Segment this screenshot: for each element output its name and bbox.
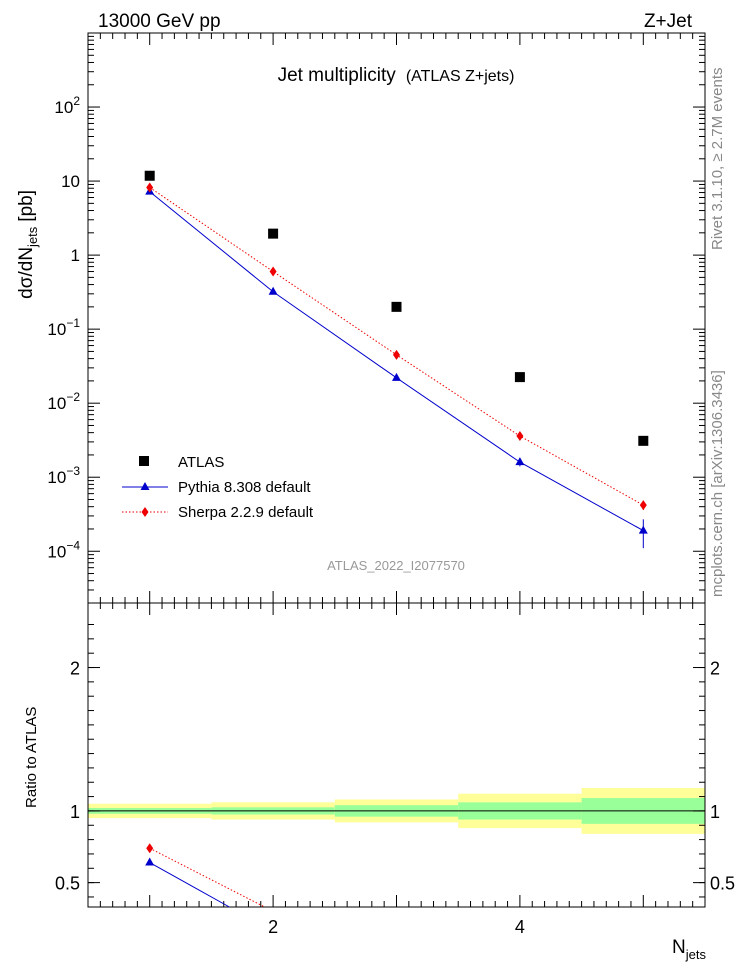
y-tick-label-0: 10−4 [47, 538, 80, 561]
legend-marker-pythia [140, 482, 150, 490]
header-left: 13000 GeV pp [98, 11, 221, 32]
atlas-point-2 [268, 228, 279, 239]
ratio-pythia-point-1 [145, 857, 155, 866]
atlas-point-1 [144, 170, 155, 181]
rivet-version-label: Rivet 3.1.10, ≥ 2.7M events [709, 68, 726, 251]
sherpa-point-2 [269, 266, 277, 277]
atlas-point-3 [391, 301, 402, 312]
ratio-sherpa-line [149, 847, 265, 908]
legend: ATLAS Pythia 8.308 default Sherpa 2.2.9 … [122, 454, 314, 521]
y-axis-label-unit: [pb] [16, 190, 37, 222]
ratio-tick-label-right-1: 1 [710, 802, 720, 822]
y-tick-label-5: 10 [61, 172, 80, 191]
sherpa-point-4 [516, 431, 524, 442]
y-tick-label-3: 10−1 [47, 316, 80, 339]
x-tick-label-1: 4 [515, 917, 525, 937]
y-tick-label-1: 10−3 [47, 464, 80, 487]
ratio-tick-label-left-0: 0.5 [55, 874, 80, 894]
chart-subtitle: (ATLAS Z+jets) [406, 68, 515, 85]
pythia-point-3 [392, 372, 401, 381]
mcplots-label: mcplots.cern.ch [arXiv:1306.3436] [709, 370, 726, 597]
legend-label-atlas: ATLAS [178, 454, 224, 471]
y-tick-label-4: 1 [71, 246, 80, 265]
pythia-point-5 [638, 525, 648, 534]
ratio-tick-label-right-2: 2 [710, 659, 720, 679]
ratio-tick-label-right-0: 0.5 [710, 874, 735, 894]
chart-title-main: Jet multiplicity [278, 65, 397, 86]
header-right: Z+Jet [644, 11, 693, 32]
ratio-pythia-line [149, 862, 230, 908]
chart-title: Jet multiplicity (ATLAS Z+jets) [278, 65, 515, 86]
atlas-point-4 [514, 372, 525, 383]
ratio-tick-label-left-2: 2 [70, 659, 80, 679]
x-axis-label: Njets [672, 937, 706, 962]
y-tick-label-6: 102 [54, 94, 80, 117]
sherpa-point-3 [393, 349, 400, 360]
pythia-point-4 [515, 457, 525, 466]
ratio-sherpa-point-1 [146, 843, 154, 854]
sherpa-point-1 [146, 182, 154, 193]
x-axis-label-sub: jets [685, 947, 707, 962]
pythia-point-2 [268, 286, 278, 295]
legend-marker-atlas [139, 456, 149, 466]
y-axis-label-main: dσ/dN [16, 247, 37, 299]
axes: 10−4 10−3 10−2 10−1 1 10 102 2 4 0.5 0.5 1 1 2 2 [47, 32, 735, 937]
y-axis-label: dσ/dNjets [pb] [16, 190, 40, 299]
ratio-plot-frame [87, 602, 706, 908]
analysis-watermark: ATLAS_2022_I2077570 [327, 558, 465, 573]
series-layer [144, 170, 649, 908]
y-axis-label-sub: jets [25, 226, 40, 248]
atlas-point-5 [638, 435, 649, 446]
ratio-y-axis-label: Ratio to ATLAS [23, 707, 40, 808]
legend-label-sherpa: Sherpa 2.2.9 default [178, 504, 314, 521]
x-axis-label-main: N [672, 937, 686, 958]
legend-marker-sherpa [141, 507, 149, 517]
x-tick-label-0: 2 [268, 917, 278, 937]
ratio-tick-label-left-1: 1 [70, 802, 80, 822]
legend-label-pythia: Pythia 8.308 default [178, 479, 311, 496]
y-tick-label-2: 10−2 [47, 390, 80, 413]
sherpa-point-5 [639, 500, 647, 511]
ratio-uncertainty-bands [88, 787, 705, 834]
